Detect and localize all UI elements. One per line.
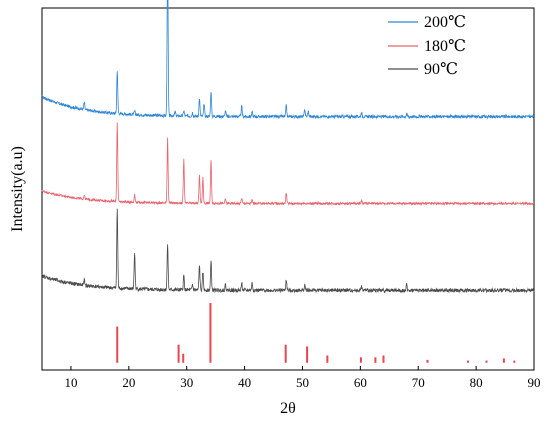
x-axis-label: 2θ: [280, 400, 296, 417]
legend-label-200: 200℃: [424, 14, 466, 31]
x-tick-label: 20: [122, 375, 135, 390]
series-line-2: [41, 208, 535, 294]
series-line-0: [41, 0, 535, 120]
x-tick-label: 30: [180, 375, 193, 390]
legend-label-90: 90℃: [424, 61, 458, 78]
x-tick-label: 90: [528, 375, 541, 390]
plot-frame: [41, 7, 535, 371]
x-tick-label: 50: [296, 375, 309, 390]
y-axis-label: Intensity(a.u): [9, 146, 26, 232]
series-layer: [41, 0, 535, 294]
legend: 200℃ 180℃ 90℃: [388, 14, 466, 78]
x-axis-ticks: 10 20 30 40 50 60 70 80 90: [64, 366, 541, 390]
series-line-1: [41, 122, 535, 207]
x-tick-label: 10: [64, 375, 77, 390]
x-tick-label: 60: [354, 375, 367, 390]
reference-pattern: [116, 303, 516, 363]
legend-label-180: 180℃: [424, 38, 466, 55]
x-tick-label: 70: [412, 375, 425, 390]
x-tick-label: 40: [238, 375, 251, 390]
x-tick-label: 80: [470, 375, 483, 390]
